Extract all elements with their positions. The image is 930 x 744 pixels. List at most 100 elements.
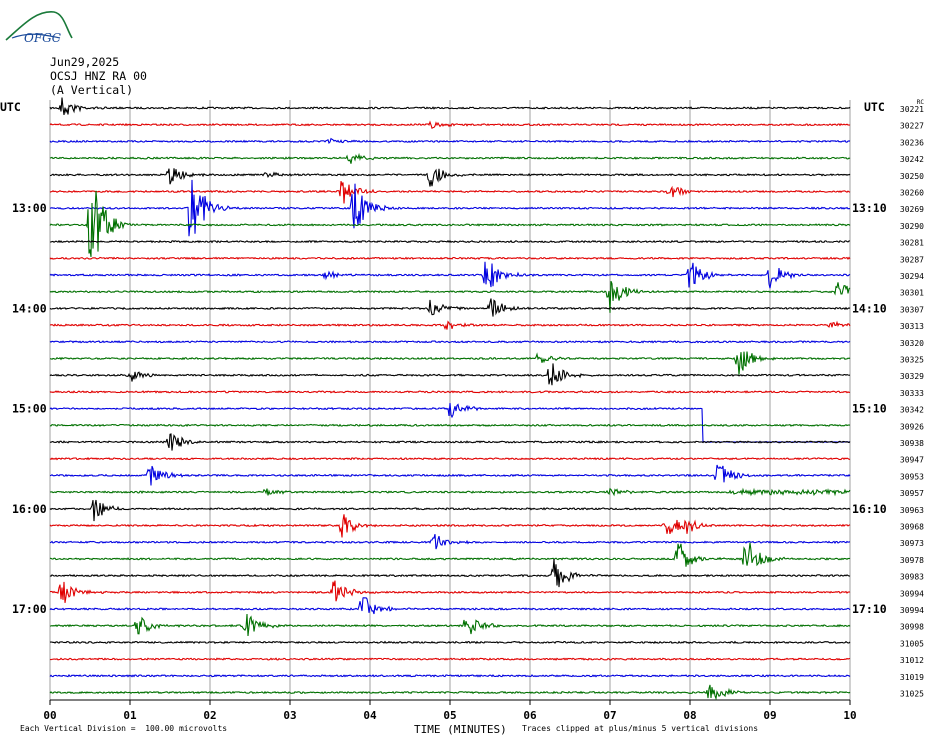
trace-row-23 [49,487,851,497]
row-value-label: 31005 [900,639,924,648]
trace-row-30 [49,597,851,615]
row-value-label: 30973 [900,539,924,548]
trace-row-26 [49,534,850,550]
row-value-label: 31019 [900,673,924,682]
trace-row-25 [49,514,851,538]
row-value-label: 30968 [900,523,924,532]
component-label: (A Vertical) [50,83,134,97]
right-time-label: 15:10 [852,402,887,416]
trace-row-29 [50,580,851,603]
x-tick-label: 08 [683,709,696,722]
row-value-label: 30269 [900,205,924,214]
trace-row-8 [50,239,851,244]
row-value-label: 30260 [900,189,924,198]
left-time-label: 13:00 [12,201,47,215]
trace-row-24 [49,499,851,522]
left-time-label: 14:00 [12,301,47,315]
trace-row-17 [49,390,851,394]
trace-row-21 [49,456,851,461]
trace-row-12 [49,298,851,317]
trace-row-19 [49,423,850,427]
x-tick-label: 04 [363,709,377,722]
trace-row-6 [49,179,851,237]
right-time-label: 13:10 [852,201,887,215]
row-value-label: 30963 [900,506,924,515]
row-value-label: 30242 [900,155,924,164]
right-time-label: 17:10 [852,602,887,616]
trace-row-13 [49,320,851,330]
x-tick-label: 09 [763,709,776,722]
row-value-label: 30236 [900,138,924,147]
row-value-label: 30294 [900,272,924,281]
left-time-label: 15:00 [12,402,47,416]
row-value-label: 30307 [900,305,924,314]
trace-row-20 [49,433,851,451]
trace-row-1 [49,120,851,130]
x-tick-label: 10 [843,709,856,722]
trace-row-2 [49,137,851,145]
left-time-label: 17:00 [12,602,47,616]
right-time-label: 16:10 [852,502,887,516]
trace-row-3 [49,152,851,164]
trace-row-22 [49,464,851,486]
date-label: Jun29,2025 [50,55,120,69]
trace-row-14 [49,340,851,344]
row-value-label: 30325 [900,356,924,365]
trace-row-9 [49,256,851,261]
row-value-label: 30998 [900,623,924,632]
trace-row-31 [49,613,851,637]
row-value-label: 30983 [900,573,924,582]
row-value-label: 30227 [900,122,924,131]
x-tick-label: 01 [123,709,137,722]
ofgc-logo: OFGC [5,11,73,45]
x-tick-label: 03 [283,709,296,722]
row-value-label: 30320 [900,339,924,348]
trace-row-27 [49,542,851,567]
row-value-label: 30342 [900,406,924,415]
x-tick-label: 02 [203,709,216,722]
right-utc-title: UTC [864,100,885,114]
scale-note: Each Vertical Division = 100.00 microvol… [20,724,228,733]
row-value-label: 30329 [900,372,924,381]
station-label: OCSJ HNZ RA 00 [50,69,147,83]
left-time-label: 16:00 [12,502,47,516]
row-value-label: 30281 [900,239,924,248]
trace-row-7 [49,190,851,257]
trace-row-32 [49,640,851,645]
row-value-label: 30301 [900,289,924,298]
row-value-label: 30926 [900,422,924,431]
x-tick-label: 07 [603,709,616,722]
row-value-label: 30947 [900,456,924,465]
row-value-label: 30953 [900,472,924,481]
right-time-label: 14:10 [852,301,887,315]
row-value-label: 30290 [900,222,924,231]
trace-row-28 [49,558,851,588]
trace-row-33 [49,657,851,661]
clip-note: Traces clipped at plus/minus 5 vertical … [522,724,759,733]
row-value-label: 31025 [900,690,924,699]
left-utc-title: UTC [0,100,21,114]
row-value-label: 30313 [900,322,924,331]
row-value-label: 30994 [900,589,924,598]
row-value-label: 31012 [900,656,924,665]
trace-row-15 [50,351,851,375]
rc-label: RC [917,99,925,106]
row-value-label: 30333 [900,389,924,398]
trace-row-5 [49,181,851,204]
x-tick-label: 00 [43,709,56,722]
trace-row-35 [49,684,851,701]
row-value-label: 30957 [900,489,924,498]
trace-row-16 [49,363,850,386]
trace-row-0 [49,97,851,115]
x-axis-title: TIME (MINUTES) [414,723,507,736]
x-tick-label: 06 [523,709,537,722]
row-value-label: 30287 [900,255,924,264]
row-value-label: 30938 [900,439,924,448]
x-tick-label: 05 [443,709,456,722]
trace-row-11 [49,281,851,313]
trace-row-10 [49,261,851,289]
row-value-label: 30221 [900,105,924,114]
trace-row-4 [49,168,851,187]
row-value-label: 30978 [900,556,924,565]
